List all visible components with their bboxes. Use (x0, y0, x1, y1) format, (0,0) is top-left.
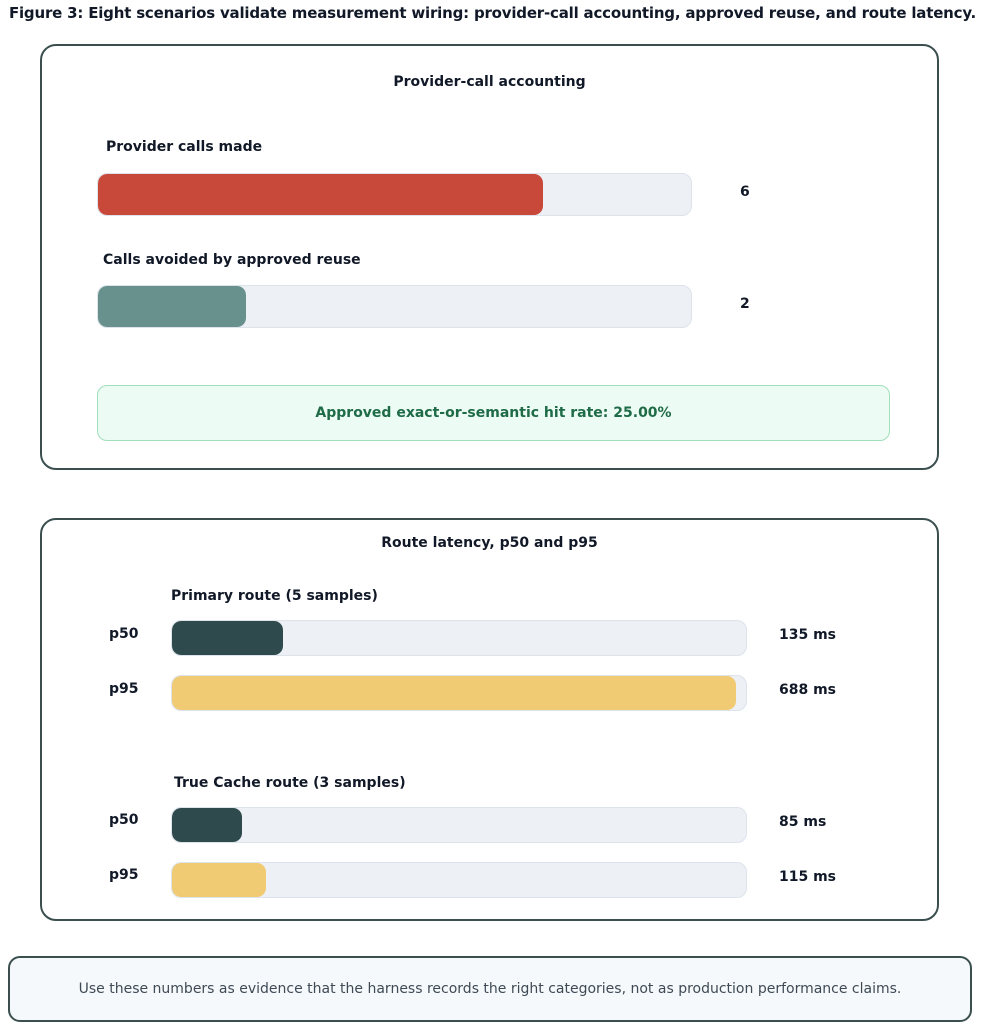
provider-call-panel: Provider-call accounting Provider calls … (40, 44, 939, 470)
primary-p95-bar (172, 676, 737, 710)
primary-p50-bar (172, 621, 283, 655)
true-cache-p95-bar (172, 863, 267, 897)
provider-calls-bar (98, 174, 543, 215)
primary-p50-track (171, 620, 747, 656)
avoided-calls-bar (98, 286, 247, 327)
true-cache-p50-track (171, 807, 747, 843)
provider-call-panel-title: Provider-call accounting (393, 74, 586, 90)
hit-rate-annotation: Approved exact-or-semantic hit rate: 25.… (97, 385, 890, 441)
primary-route-label: Primary route (5 samples) (171, 588, 378, 604)
figure-title: Figure 3: Eight scenarios validate measu… (8, 4, 977, 22)
primary-p95-value: 688 ms (779, 682, 837, 698)
avoided-calls-label: Calls avoided by approved reuse (103, 252, 361, 268)
primary-p50-label: p50 (109, 626, 139, 642)
primary-p50-value: 135 ms (779, 627, 837, 643)
true-cache-route-label: True Cache route (3 samples) (174, 775, 406, 791)
primary-p95-track (171, 675, 747, 711)
true-cache-p50-value: 85 ms (779, 814, 827, 830)
true-cache-p50-label: p50 (109, 812, 139, 828)
footer-note: Use these numbers as evidence that the h… (8, 956, 972, 1022)
provider-calls-track (97, 173, 692, 216)
true-cache-p50-bar (172, 808, 242, 842)
true-cache-p95-value: 115 ms (779, 869, 837, 885)
avoided-calls-value: 2 (740, 296, 750, 312)
provider-calls-value: 6 (740, 184, 750, 200)
route-latency-panel: Route latency, p50 and p95 Primary route… (40, 518, 939, 921)
primary-p95-label: p95 (109, 681, 139, 697)
route-latency-panel-title: Route latency, p50 and p95 (381, 535, 598, 551)
true-cache-p95-label: p95 (109, 867, 139, 883)
provider-calls-label: Provider calls made (106, 139, 263, 155)
avoided-calls-track (97, 285, 692, 328)
true-cache-p95-track (171, 862, 747, 898)
